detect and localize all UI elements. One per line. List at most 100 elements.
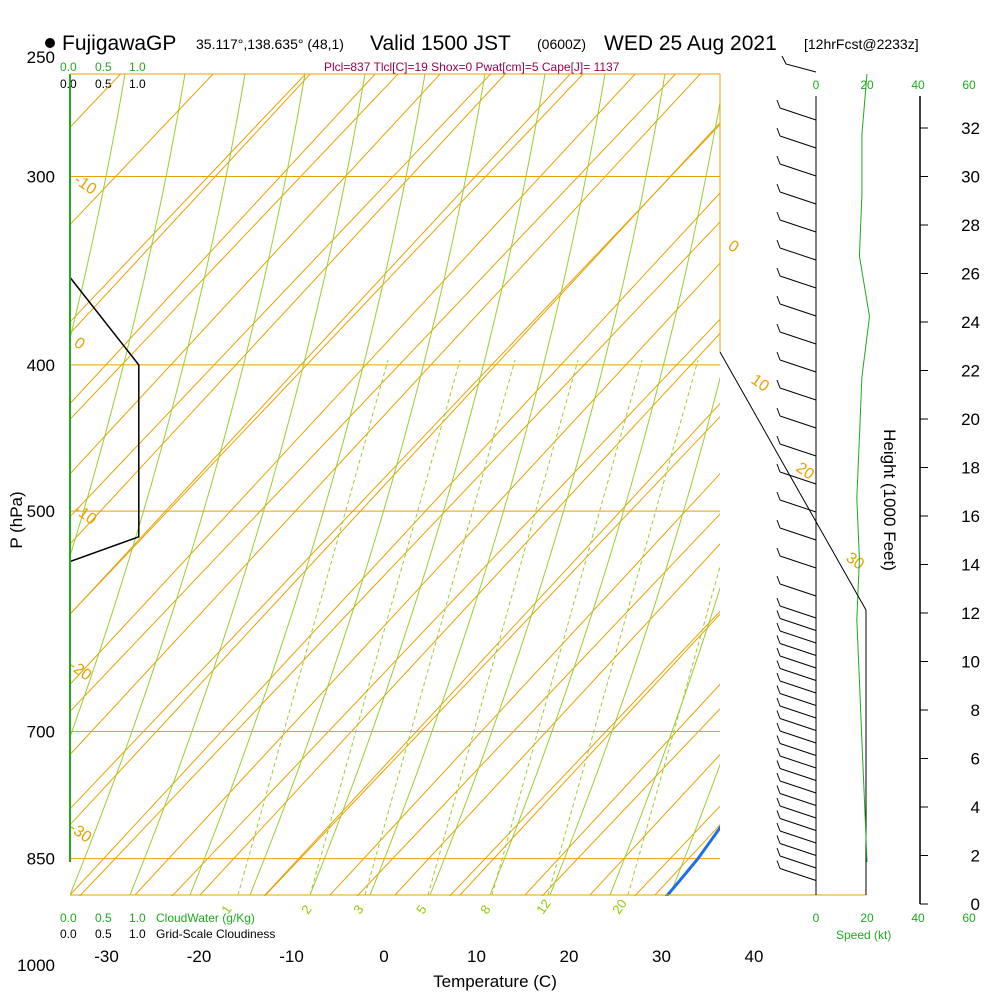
mixing-ratio-label: 12 [533, 896, 554, 916]
speed-axis-bottom: 0 20 40 60 Speed (kt) [813, 911, 976, 942]
temperature-tick-label: 0 [379, 947, 388, 966]
wind-barb [776, 785, 817, 806]
cloud-scale-top-black-2: 1.0 [129, 77, 146, 91]
wind-barb [776, 672, 817, 694]
height-tick-label: 6 [971, 750, 980, 769]
moist-adiabat-line [70, 74, 246, 739]
pressure-tick-label: 400 [27, 356, 55, 375]
station-dot-icon [45, 38, 55, 48]
moist-adiabat-line [429, 74, 666, 896]
cloud-scale-top-black-1: 0.5 [95, 77, 112, 91]
mixing-ratio-line [309, 359, 461, 896]
wind-panel [719, 55, 871, 895]
wind-barb [776, 155, 817, 177]
pressure-axis-labels: 250 300 400 500 700 850 1000 [17, 48, 55, 975]
height-tick-label: 4 [971, 798, 980, 817]
speed-axis-top: 0 20 40 60 [813, 78, 976, 92]
dry-adiabat-line [70, 74, 571, 615]
moist-adiabat-line [369, 74, 606, 896]
temperature-tick-label: -30 [94, 947, 119, 966]
wind-barb [776, 635, 817, 656]
mixing-ratio-line [547, 359, 699, 896]
moist-adiabat-line [189, 74, 426, 896]
moist-adiabat-line [0, 74, 5, 895]
dry-adiabat-line [980, 9, 1000, 895]
wind-barb [776, 860, 817, 881]
height-tick-label: 8 [971, 701, 980, 720]
wind-barb [776, 295, 817, 317]
mixing-ratio-line [427, 359, 579, 896]
dry-adiabat-line [199, 332, 720, 896]
cloud-scale-top-green-2: 1.0 [129, 60, 146, 74]
dry-adiabat-line [524, 683, 720, 896]
moist-adiabat-line [549, 376, 720, 896]
speed-top-60: 60 [962, 78, 976, 92]
speed-top-40: 40 [911, 78, 925, 92]
moist-adiabat-line [309, 74, 546, 896]
cloud-scale-bottom: 0.0 0.5 1.0 CloudWater (g/Kg) 0.0 0.5 1.… [60, 911, 275, 941]
mixing-ratio-line [627, 565, 720, 896]
wind-barb [776, 772, 817, 794]
wind-barb [776, 351, 817, 373]
isotherm-label: -10 [71, 171, 100, 198]
temperature-tick-label: -20 [187, 947, 212, 966]
pressure-axis-title: P (hPa) [7, 491, 26, 548]
height-tick-label: 30 [961, 168, 980, 187]
frame-diagonal [719, 351, 867, 611]
stability-indices: Plcl=837 Tlcl[C]=19 Shox=0 Pwat[cm]=5 Ca… [324, 60, 620, 74]
isotherm-line [171, 318, 720, 896]
height-tick-label: 28 [961, 216, 980, 235]
valid-date: WED 25 Aug 2021 [604, 32, 777, 55]
wind-barb [776, 835, 817, 856]
mixing-ratio-label: 20 [609, 896, 630, 916]
temperature-axis-labels: -30 -20 -10 0 10 20 30 40 [94, 947, 763, 966]
height-tick-label: 10 [961, 653, 980, 672]
speed-top-0: 0 [813, 78, 820, 92]
temperature-tick-label: 10 [467, 947, 486, 966]
height-tick-label: 24 [961, 313, 980, 332]
dry-adiabat-line [70, 74, 701, 756]
speed-bottom-60: 60 [962, 911, 976, 925]
isotherm-line [541, 708, 720, 896]
isotherm-line [70, 74, 307, 323]
wind-barb [776, 760, 817, 781]
speed-bottom-20: 20 [860, 911, 874, 925]
isotherm-line [78, 221, 720, 896]
cloud-scale-bottom-black-1: 0.5 [95, 927, 112, 941]
cloudwater-label: CloudWater (g/Kg) [156, 911, 255, 925]
speed-axis-title: Speed (kt) [836, 928, 891, 942]
wind-barb [776, 697, 817, 719]
temperature-tick-label: 20 [560, 947, 579, 966]
dry-adiabat-line [264, 402, 720, 896]
dry-adiabat-line [589, 753, 720, 896]
height-tick-label: 2 [971, 847, 980, 866]
height-tick-label: 26 [961, 265, 980, 284]
wind-barb [776, 267, 817, 289]
surface-dewpoint-point [655, 921, 663, 929]
wind-barb [776, 491, 817, 513]
isotherm-line [70, 123, 720, 810]
isotherm-line [70, 74, 214, 226]
dry-adiabat-line [70, 74, 376, 405]
wind-barb [776, 810, 817, 831]
valid-time: Valid 1500 JST [370, 32, 511, 55]
isotherm-label: 0 [71, 334, 88, 353]
height-tick-label: 18 [961, 459, 980, 478]
isotherm-line [70, 74, 584, 615]
isotherm-line [70, 74, 677, 713]
isotherm-line [847, 0, 1000, 965]
pressure-tick-label: 500 [27, 502, 55, 521]
zulu-time: (0600Z) [537, 36, 586, 52]
speed-top-20: 20 [860, 78, 874, 92]
isotherm-line [939, 0, 1000, 965]
wind-barb [776, 847, 817, 869]
moist-adiabat-line [669, 763, 720, 896]
cloud-scale-top-black-0: 0.0 [60, 77, 77, 91]
cloud-scale-bottom-green-1: 0.5 [95, 911, 112, 925]
wind-barb [776, 797, 817, 819]
wind-barb [776, 685, 817, 706]
cloud-scale-top-green-0: 0.0 [60, 60, 77, 74]
height-tick-label: 14 [961, 556, 980, 575]
cloudiness-label: Grid-Scale Cloudiness [156, 927, 275, 941]
